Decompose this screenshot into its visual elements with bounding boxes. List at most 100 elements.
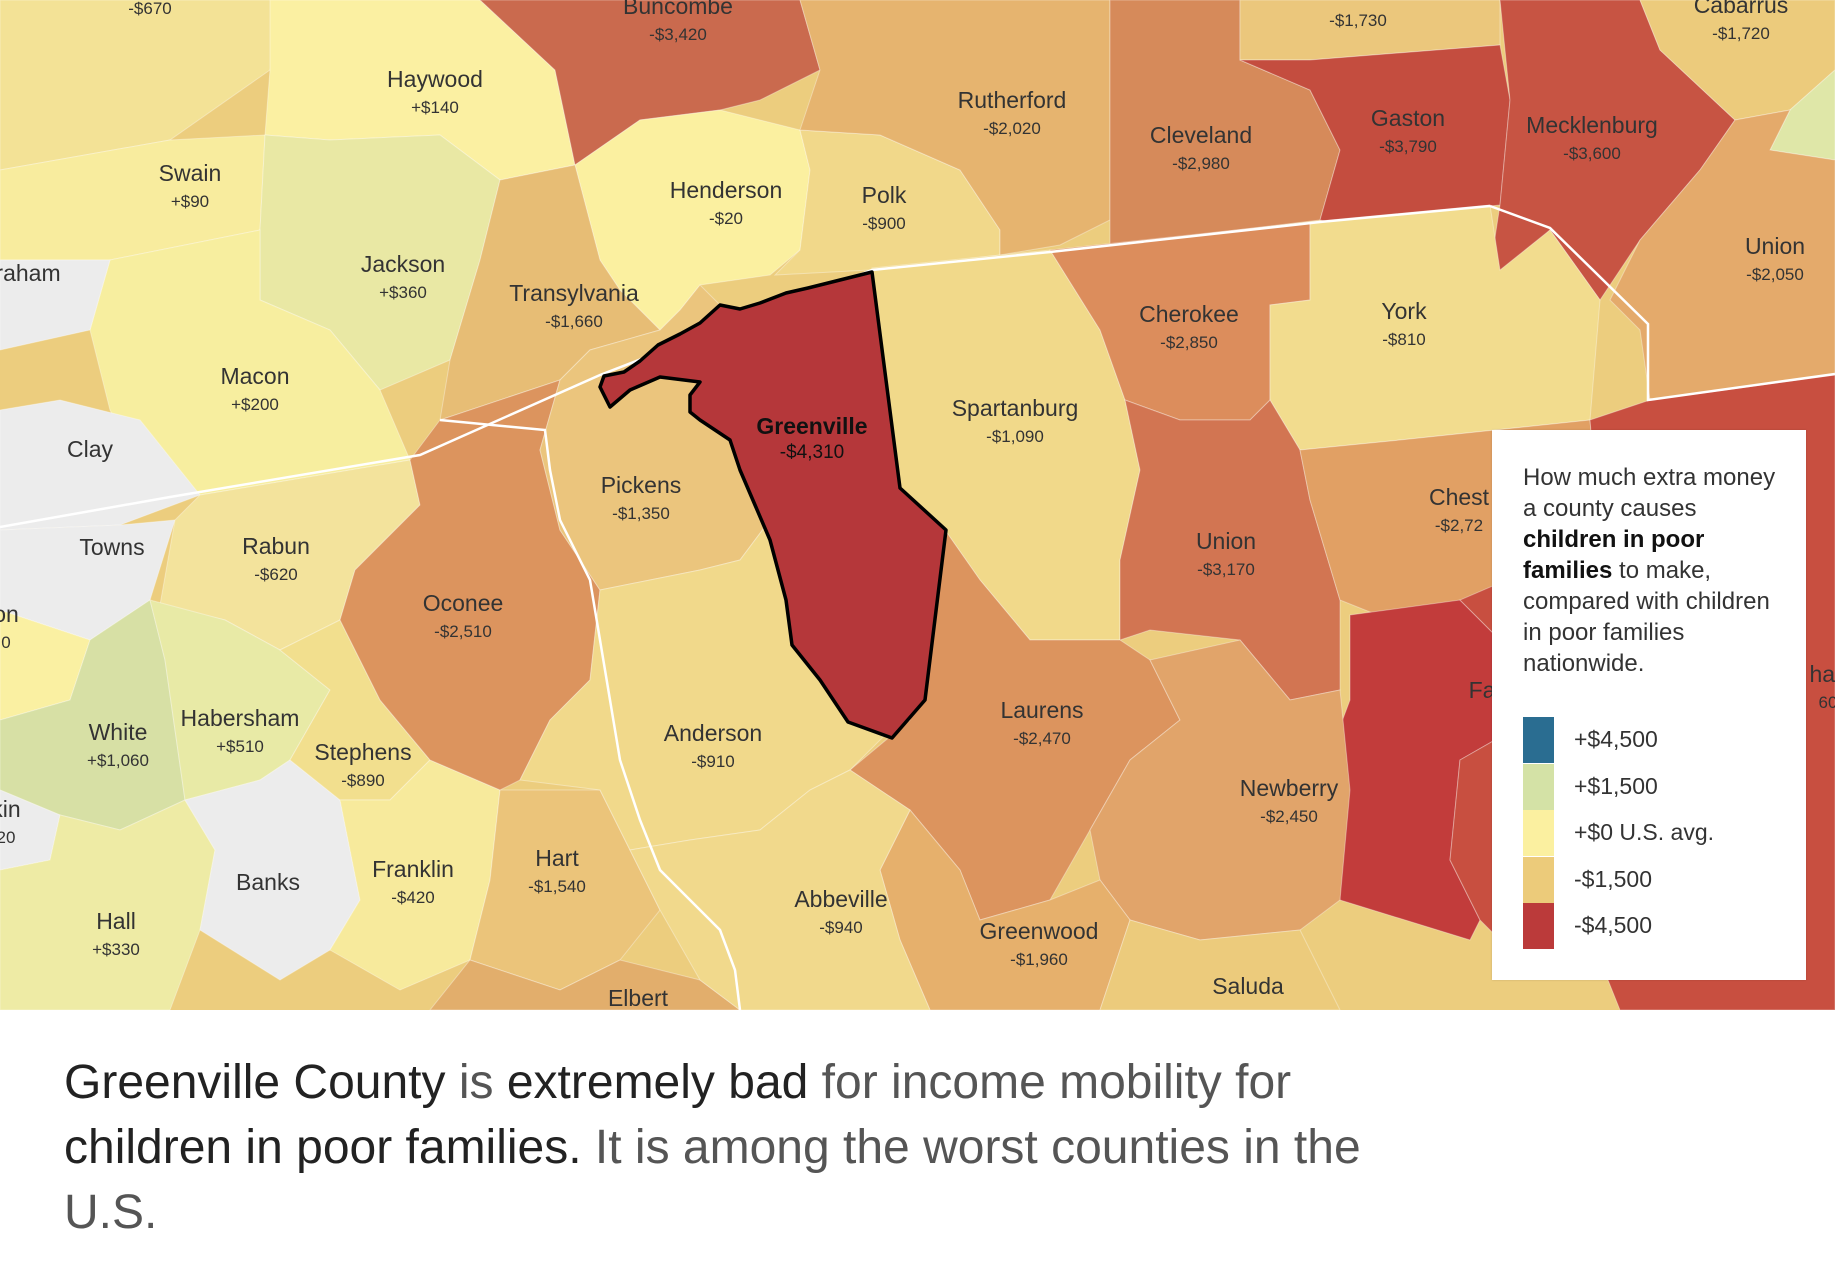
county-name-label: Cherokee: [1139, 301, 1239, 327]
county-name-label: Banks: [236, 869, 300, 895]
county-value-label: -$890: [341, 771, 384, 790]
county-value-label: +$330: [92, 940, 140, 959]
county-name-label: Rutherford: [958, 87, 1067, 113]
county-value-label: +$200: [231, 395, 279, 414]
county-value-label: +$510: [216, 737, 264, 756]
legend-label: +$4,500: [1574, 726, 1658, 752]
legend-item: -$4,500: [1523, 903, 1793, 949]
legend-item: -$1,500: [1523, 857, 1793, 903]
caption-text: It is among the worst counties in the U.…: [64, 1121, 1361, 1239]
county-labels: -$670 Buncombe -$3,420 Lincoln -$1,730 Cabarr…: [0, 0, 1835, 1010]
county-name-label: on: [0, 601, 19, 627]
legend-title-emphasis: children in poor families: [1523, 526, 1705, 584]
county-value-label: -$1,350: [612, 504, 670, 523]
county-name-label: Polk: [862, 182, 907, 208]
county-name-label: Cabarrus: [1694, 0, 1789, 18]
county-value-label: -$620: [254, 565, 297, 584]
legend-swatch: [1523, 764, 1554, 810]
county-value-label: +$1,060: [87, 751, 149, 770]
county-value-label: -$2,72: [1435, 516, 1483, 535]
county-name-label: Pickens: [601, 472, 682, 498]
county-graham[interactable]: [0, 259, 111, 351]
county-name-label: Hart: [535, 845, 579, 871]
county-name-label: Hall: [96, 908, 136, 934]
county-value-label: -$20: [709, 209, 743, 228]
county-value-label: -$2,850: [1160, 333, 1218, 352]
county-name-label: Oconee: [423, 590, 504, 616]
county-value-label: -$3,790: [1379, 137, 1437, 156]
county-name-label: Abbeville: [794, 886, 887, 912]
county-name-label: Greenwood: [980, 918, 1099, 944]
county-value-label: -$2,020: [983, 119, 1041, 138]
county-name-label: Anderson: [664, 720, 762, 746]
county-name-label: Elbert: [608, 985, 669, 1010]
county-value-label: +$140: [411, 98, 459, 117]
county-name-label: Cleveland: [1150, 122, 1252, 148]
county-value-label: -$420: [391, 888, 434, 907]
county-value-label: -$810: [1382, 330, 1425, 349]
legend-swatch: [1523, 717, 1554, 763]
legend-label: -$1,500: [1574, 866, 1653, 892]
county-name-label: Jackson: [361, 251, 445, 277]
legend-swatch: [1523, 857, 1554, 903]
county-name-label: Lincoln: [1322, 0, 1395, 5]
county-value-label: +$360: [379, 283, 427, 302]
county-name-label: Newberry: [1240, 775, 1339, 801]
county-saluda[interactable]: [1099, 919, 1341, 1010]
county-abbeville[interactable]: [629, 769, 931, 1010]
county-value-label: -$900: [862, 214, 905, 233]
legend-swatch: [1523, 810, 1554, 856]
legend-title: How much extra money a county causes chi…: [1523, 462, 1793, 679]
county-value-label: -$2,470: [1013, 729, 1071, 748]
county-name-label: Fa: [1469, 677, 1496, 703]
county-value-label: -$1,090: [986, 427, 1044, 446]
county-value-label: -$1,960: [1010, 950, 1068, 969]
county-name-label: Towns: [79, 534, 144, 560]
county-name-label: Gaston: [1371, 105, 1445, 131]
caption-county: Greenville County: [64, 1056, 446, 1109]
county-union-nc[interactable]: [1609, 109, 1835, 401]
caption-text: for income mobility for: [808, 1056, 1292, 1109]
sc-ga-border: [439, 418, 742, 1010]
county-name-label: Rabun: [242, 533, 310, 559]
county-name-label: York: [1381, 298, 1427, 324]
county-name-label: Union: [1745, 233, 1805, 259]
county-name-label: Franklin: [372, 856, 454, 882]
county-value-label: 0: [1, 633, 10, 652]
county-name-label: Macon: [220, 363, 289, 389]
county-value-label: -$3,420: [649, 25, 707, 44]
county-value-label: -$1,540: [528, 877, 586, 896]
county-map: -$670 Buncombe -$3,420 Lincoln -$1,730 Cabarr…: [0, 0, 1835, 1010]
county-name-label: hav: [1809, 661, 1835, 687]
county-region-far-west[interactable]: [0, 0, 291, 171]
caption: Greenville County is extremely bad for i…: [64, 1050, 1464, 1245]
county-name-label: Clay: [67, 436, 114, 462]
legend-label: -$4,500: [1574, 912, 1653, 938]
legend-swatch: [1523, 903, 1554, 949]
county-value-label: 20: [0, 828, 15, 847]
county-name-label: Chest: [1429, 484, 1490, 510]
caption-rating: extremely bad: [506, 1056, 809, 1109]
county-name-label: Henderson: [670, 177, 783, 203]
county-value-label: -$1,730: [1329, 11, 1387, 30]
county-name-label: Saluda: [1212, 973, 1284, 999]
county-name-label: Laurens: [1000, 697, 1083, 723]
county-value-label: -$1,720: [1712, 24, 1770, 43]
county-name-label: Buncombe: [623, 0, 733, 19]
legend-label: +$0 U.S. avg.: [1574, 819, 1714, 845]
county-value-label: +$90: [171, 192, 209, 211]
county-name-label: raham: [0, 260, 61, 286]
legend-item: +$1,500: [1523, 764, 1793, 810]
county-value-label: -$940: [819, 918, 862, 937]
map-region: -$670 Buncombe -$3,420 Lincoln -$1,730 Cabarr…: [0, 0, 1835, 1010]
county-value-label: -$1,660: [545, 312, 603, 331]
county-value-label: -$3,600: [1563, 144, 1621, 163]
county-greenville[interactable]: [598, 270, 948, 740]
legend-item: +$0 U.S. avg.: [1523, 810, 1793, 856]
county-name-label: Union: [1196, 528, 1256, 554]
legend-label: +$1,500: [1574, 773, 1658, 799]
county-name-label: Habersham: [181, 705, 300, 731]
county-value-label: -$3,170: [1197, 560, 1255, 579]
county-york[interactable]: [1269, 204, 1601, 451]
county-value-label: -$2,050: [1746, 265, 1804, 284]
